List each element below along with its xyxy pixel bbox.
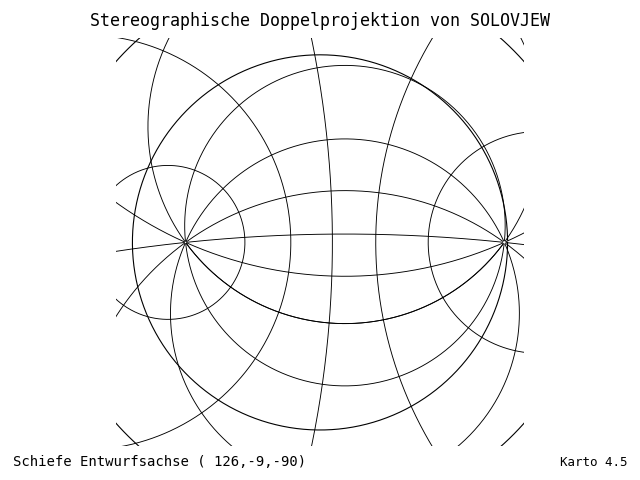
Text: Karto 4.5: Karto 4.5: [560, 456, 627, 469]
Text: Stereographische Doppelprojektion von SOLOVJEW: Stereographische Doppelprojektion von SO…: [90, 12, 550, 30]
Text: Schiefe Entwurfsachse ( 126,-9,-90): Schiefe Entwurfsachse ( 126,-9,-90): [13, 456, 306, 469]
